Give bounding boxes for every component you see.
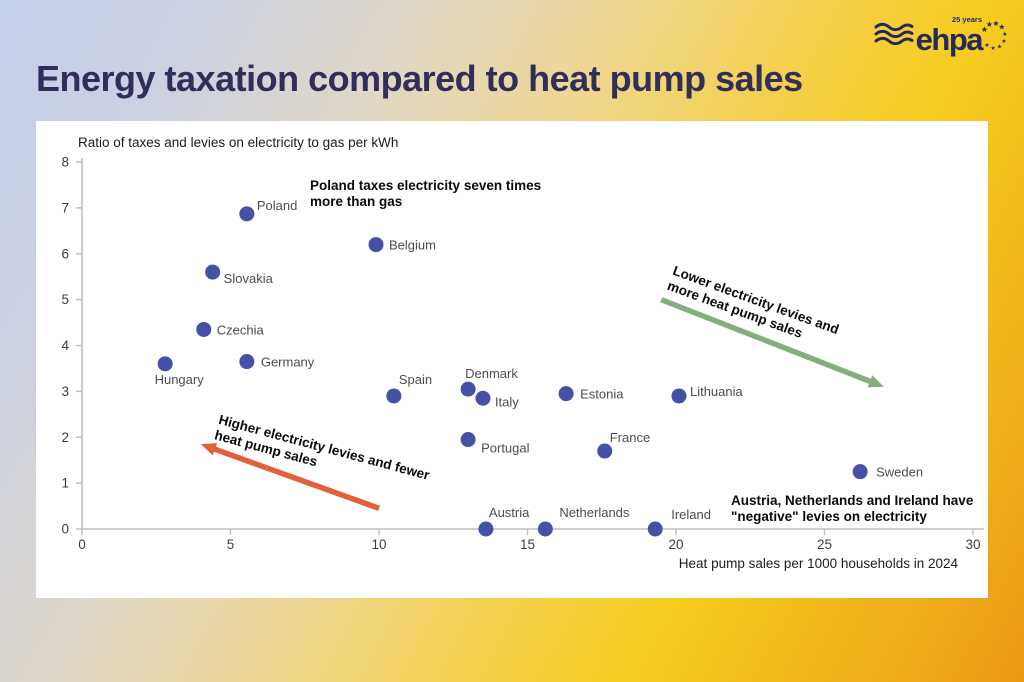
- y-tick-label: 5: [61, 292, 69, 307]
- annotation-line: "negative" levies on electricity: [731, 508, 927, 524]
- data-point-portugal: [460, 432, 476, 448]
- point-label-hungary: Hungary: [155, 372, 205, 387]
- point-label-sweden: Sweden: [876, 465, 923, 480]
- logo-anniversary-text: 25 years: [951, 14, 982, 24]
- point-label-portugal: Portugal: [481, 441, 530, 456]
- arrow-fewer-sales: [209, 445, 380, 511]
- scatter-plot: 0 1 2 3 4 5 6 7 8 0 5 10 15 20 25 30 Hungary Czechia Slova…: [61, 155, 984, 552]
- logo-brand-text: ehpa: [915, 21, 984, 57]
- point-label-czechia: Czechia: [217, 322, 265, 337]
- x-axis-title: Heat pump sales per 1000 households in 2…: [678, 556, 958, 571]
- annotation-negative-levies-note: Austria, Netherlands and Ireland have "n…: [731, 493, 973, 524]
- x-tick-label: 30: [965, 537, 980, 552]
- logo-waves-icon: [874, 22, 914, 46]
- data-point-slovakia: [205, 264, 221, 280]
- x-tick-label: 0: [78, 537, 86, 552]
- point-label-france: France: [610, 430, 650, 445]
- data-point-italy: [475, 390, 491, 406]
- logo-star-icon: ★: [984, 42, 989, 49]
- x-tick-label: 5: [227, 537, 235, 552]
- data-point-poland: [239, 206, 255, 222]
- y-tick-label: 3: [61, 384, 69, 399]
- logo-star-icon: ★: [1001, 38, 1006, 45]
- annotation-line: more than gas: [310, 193, 403, 209]
- chart-panel: 0 1 2 3 4 5 6 7 8 0 5 10 15 20 25 30 Hungary Czechia Slova…: [36, 121, 988, 598]
- data-point-sweden: [852, 464, 868, 480]
- y-tick-label: 0: [61, 522, 69, 537]
- arrow-more-sales: [660, 297, 876, 386]
- logo-star-icon: ★: [1002, 31, 1007, 38]
- point-label-netherlands: Netherlands: [559, 505, 630, 520]
- annotation-line: Poland taxes electricity seven times: [310, 178, 542, 193]
- point-label-spain: Spain: [399, 372, 432, 387]
- data-point-hungary: [157, 356, 173, 372]
- data-point-france: [597, 443, 613, 459]
- y-tick-label: 7: [61, 200, 69, 215]
- x-tick-label: 20: [668, 537, 683, 552]
- point-label-belgium: Belgium: [389, 238, 436, 253]
- ehpa-logo: ehpa 25 years ★ ★ ★ ★ ★ ★ ★ ★ ★: [874, 12, 1012, 60]
- data-point-netherlands: [537, 521, 553, 537]
- point-label-germany: Germany: [261, 355, 315, 370]
- y-tick-label: 8: [61, 155, 69, 170]
- point-label-austria: Austria: [489, 505, 530, 520]
- logo-star-icon: ★: [997, 43, 1002, 50]
- logo-star-icon: ★: [990, 45, 995, 52]
- data-point-spain: [386, 388, 402, 404]
- data-point-germany: [239, 354, 255, 370]
- y-tick-label: 4: [61, 338, 69, 353]
- data-point-czechia: [196, 321, 212, 337]
- x-tick-label: 25: [817, 537, 832, 552]
- data-point-austria: [478, 521, 494, 537]
- point-label-ireland: Ireland: [671, 507, 711, 522]
- point-label-poland: Poland: [257, 198, 297, 213]
- logo-star-icon: ★: [998, 23, 1005, 32]
- y-tick-label: 1: [61, 476, 69, 491]
- point-label-estonia: Estonia: [580, 387, 624, 402]
- arrow-head-fewer-sales: [200, 443, 218, 456]
- y-axis-title: Ratio of taxes and levies on electricity…: [78, 135, 399, 150]
- data-point-estonia: [558, 386, 574, 402]
- x-tick-label: 15: [520, 537, 535, 552]
- logo-brand-wrap: ehpa 25 years: [915, 14, 984, 57]
- logo-star-icon: ★: [982, 25, 988, 34]
- y-tick-label: 2: [61, 430, 69, 445]
- data-point-lithuania: [671, 388, 687, 404]
- point-label-slovakia: Slovakia: [224, 271, 274, 286]
- point-label-italy: Italy: [495, 394, 519, 409]
- data-point-denmark: [460, 381, 476, 397]
- logo-stars-icon: ★★ ★★★★★★★: [982, 19, 1008, 52]
- arrow-head-more-sales: [867, 375, 884, 388]
- annotation-poland-note: Poland taxes electricity seven times mor…: [310, 178, 541, 209]
- x-tick-label: 10: [371, 537, 386, 552]
- point-label-lithuania: Lithuania: [690, 384, 744, 399]
- data-point-ireland: [647, 521, 663, 537]
- logo-star-icon: ★: [986, 20, 993, 29]
- annotation-line: Austria, Netherlands and Ireland have: [731, 493, 974, 508]
- point-label-denmark: Denmark: [465, 366, 518, 381]
- y-tick-label: 6: [61, 246, 69, 261]
- data-point-belgium: [368, 237, 384, 253]
- logo-star-icon: ★: [992, 19, 999, 28]
- page-title: Energy taxation compared to heat pump sa…: [36, 58, 803, 99]
